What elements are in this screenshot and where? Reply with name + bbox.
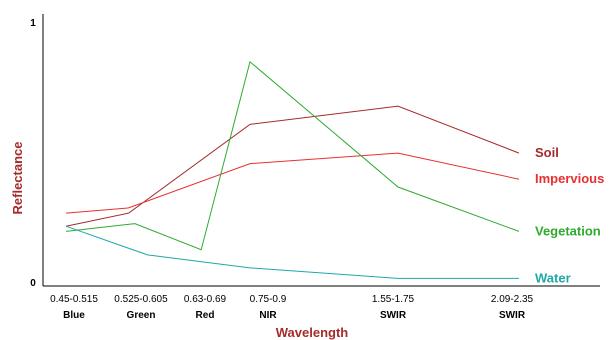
series-line-water: [65, 225, 519, 279]
x-band-name: NIR: [259, 310, 277, 321]
y-axis-title: Reflectance: [10, 142, 25, 215]
x-tick-label: 0.45-0.515: [50, 294, 98, 305]
x-band-name: SWIR: [380, 310, 407, 321]
x-tick-label: 0.525-0.605: [114, 294, 168, 305]
x-tick-labels: 0.45-0.515 Blue 0.525-0.605 Green 0.63-0.69 R…: [50, 294, 533, 321]
x-band-name: Red: [196, 310, 215, 321]
x-axis-title: Wavelength: [276, 325, 349, 340]
series-label-impervious: Impervious: [535, 171, 604, 186]
x-tick-label: 0.63-0.69: [184, 294, 227, 305]
y-tick-label: 0: [30, 278, 36, 289]
series-label-vegetation: Vegetation: [535, 223, 601, 238]
series-label-water: Water: [535, 270, 571, 285]
x-tick-label: 0.75-0.9: [250, 294, 287, 305]
x-band-name: SWIR: [499, 310, 526, 321]
series-label-soil: Soil: [535, 145, 559, 160]
series-line-impervious: [65, 152, 520, 214]
x-tick-label: 1.55-1.75: [372, 294, 415, 305]
series-labels: Soil Impervious Vegetation Water: [535, 145, 604, 285]
x-band-name: Blue: [63, 310, 85, 321]
y-tick-label: 1: [30, 18, 36, 29]
series-line-soil: [65, 105, 520, 227]
x-band-name: Green: [127, 310, 156, 321]
series-lines: [65, 60, 520, 279]
series-line-vegetation: [65, 60, 520, 251]
x-tick-label: 2.09-2.35: [491, 294, 534, 305]
